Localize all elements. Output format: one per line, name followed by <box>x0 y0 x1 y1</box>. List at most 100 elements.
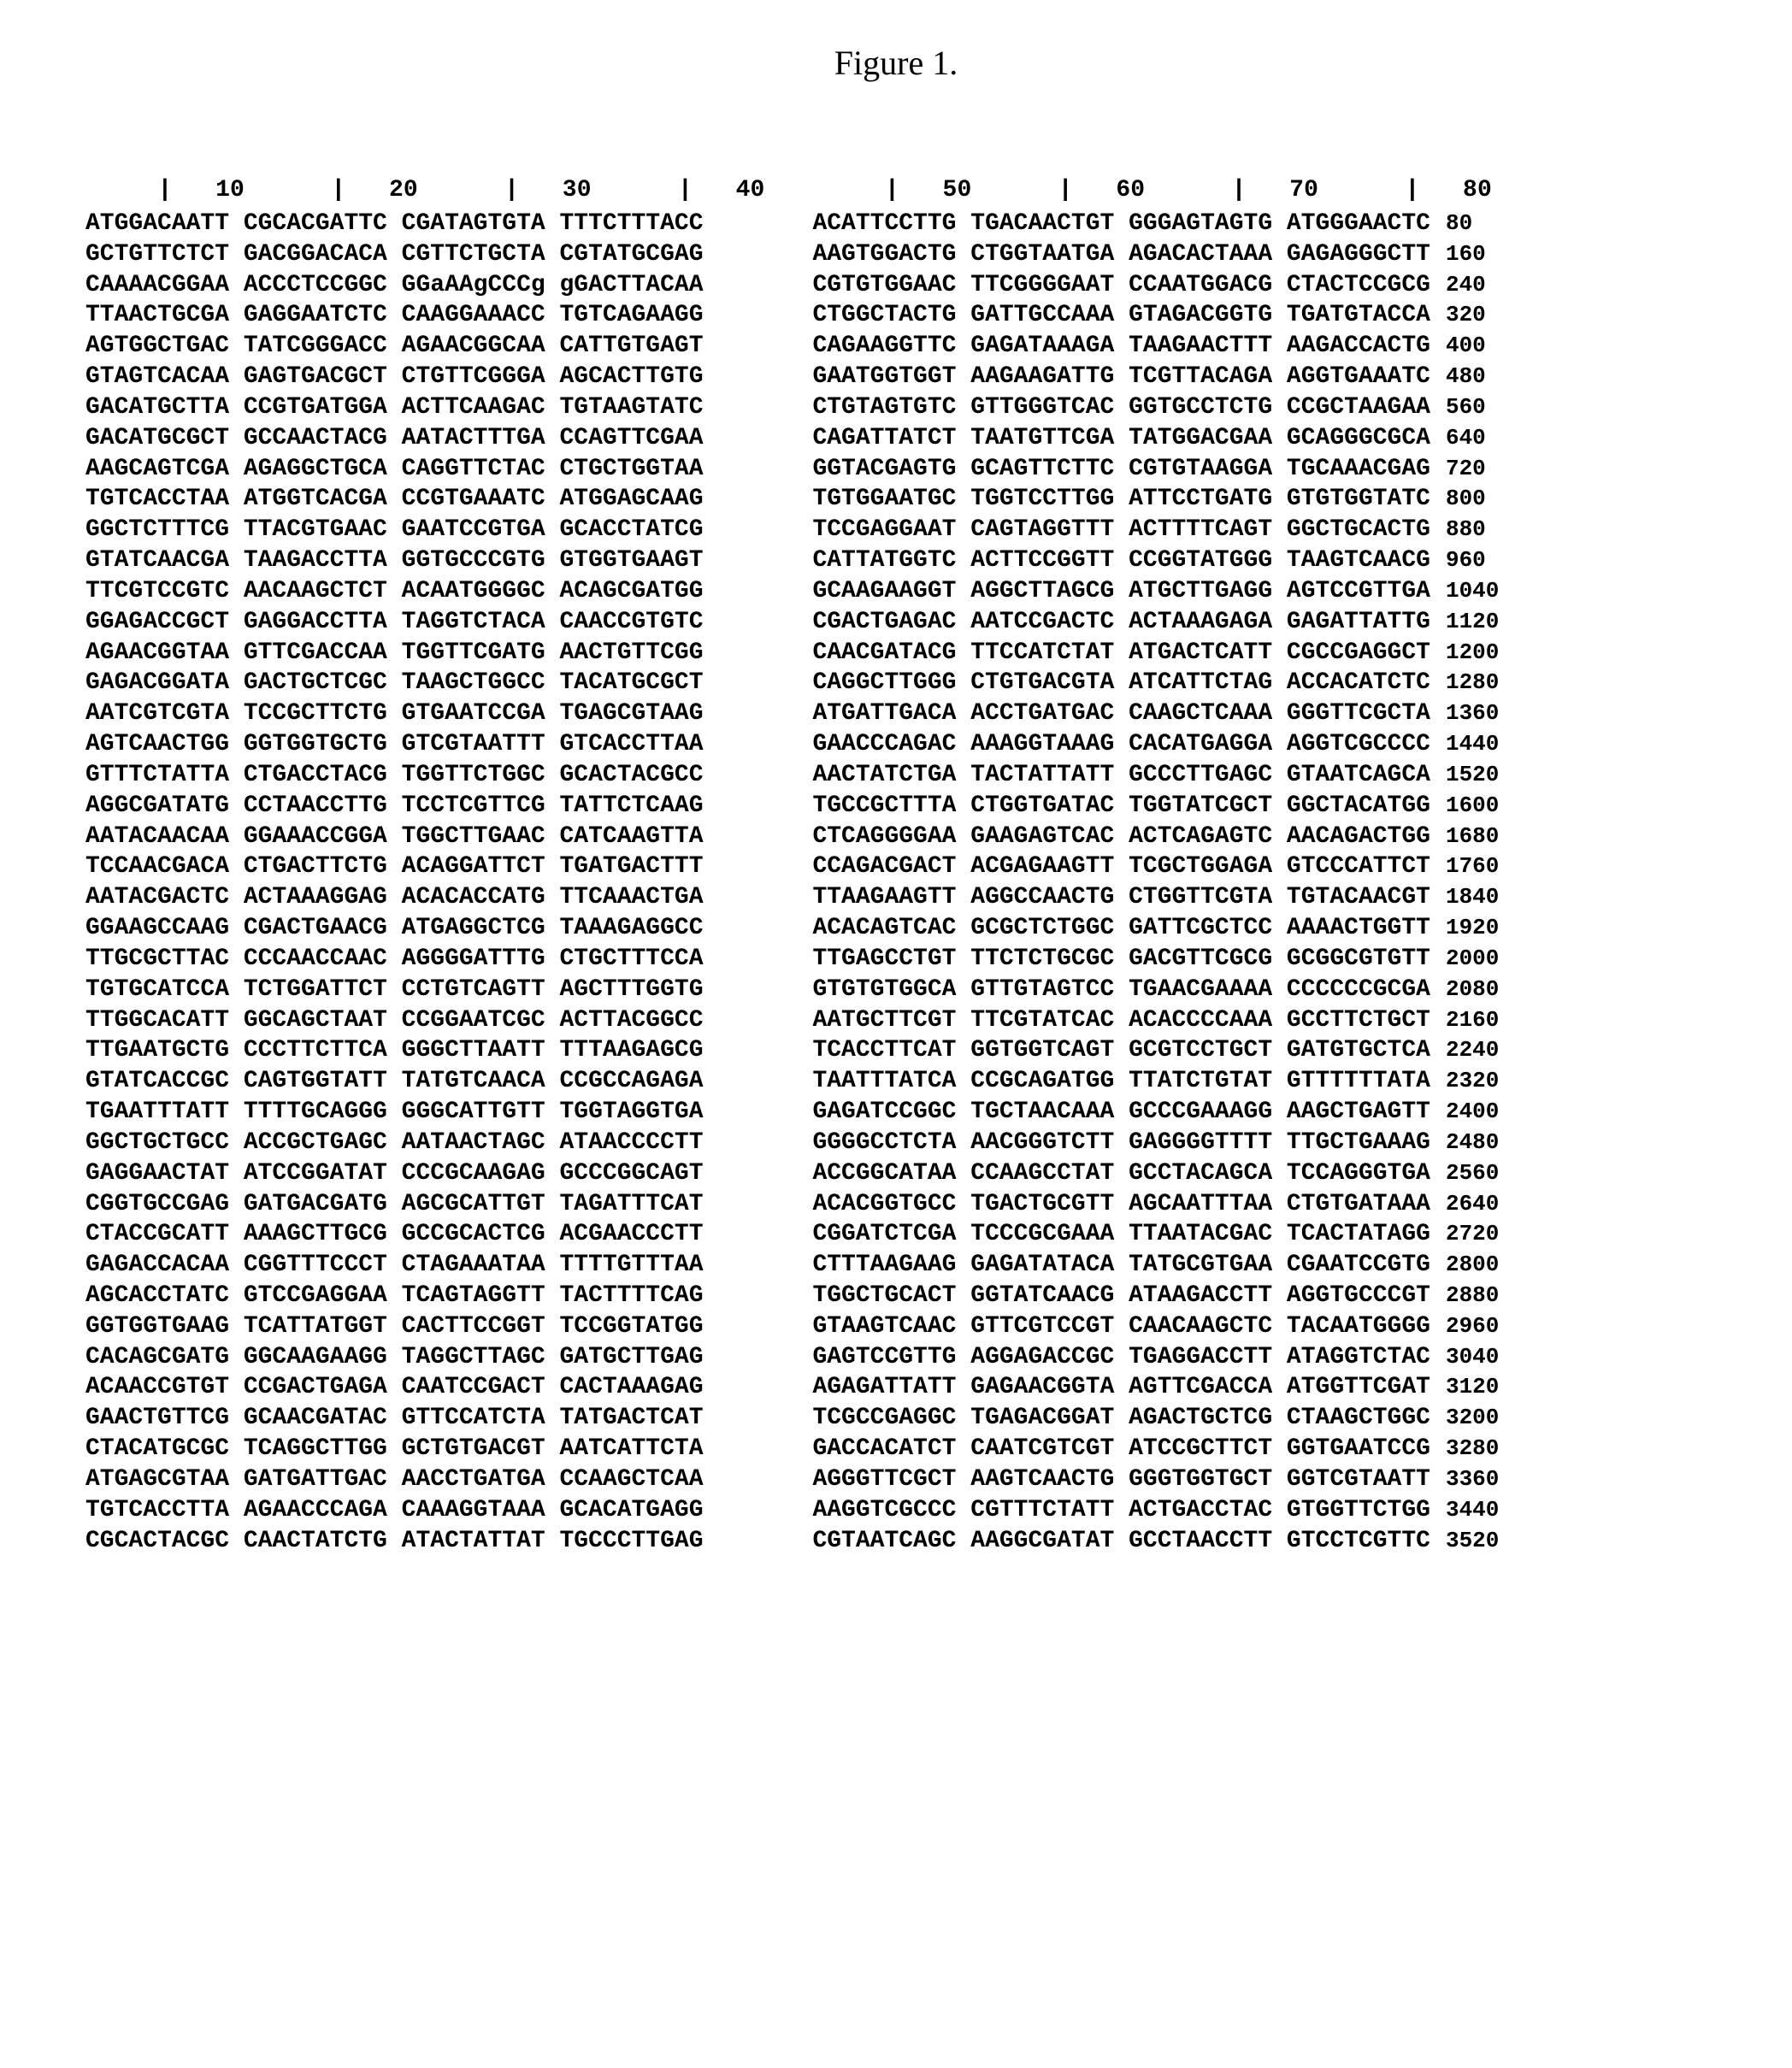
position-number: 2720 <box>1446 1220 1499 1248</box>
sequence-blocks: TTGGCACATT GGCAGCTAAT CCGGAATCGC ACTTACG… <box>85 1005 704 1036</box>
sequence-blocks: AGTCAACTGG GGTGGTGCTG GTCGTAATTT GTCACCT… <box>85 729 704 760</box>
sequence-blocks: GAGACGGATA GACTGCTCGC TAAGCTGGCC TACATGC… <box>85 668 704 698</box>
sequence-blocks: CTTTAAGAAG GAGATATACA TATGCGTGAA CGAATCC… <box>812 1250 1430 1281</box>
sequence-blocks: CGCACTACGC CAACTATCTG ATACTATTAT TGCCCTT… <box>85 1526 704 1557</box>
sequence-row-right: CTCAGGGGAA GAAGAGTCAC ACTCAGAGTC AACAGAC… <box>812 822 1499 852</box>
sequence-row-left: CGGTGCCGAG GATGACGATG AGCGCATTGT TAGATTT… <box>85 1189 764 1220</box>
sequence-blocks: CAAAACGGAA ACCCTCCGGC GGaAAgCCCg gGACTTA… <box>85 270 704 301</box>
sequence-row-left: AGCACCTATC GTCCGAGGAA TCAGTAGGTT TACTTTT… <box>85 1281 764 1311</box>
sequence-row-left: GTAGTCACAA GAGTGACGCT CTGTTCGGGA AGCACTT… <box>85 362 764 392</box>
sequence-row-left: CTACCGCATT AAAGCTTGCG GCCGCACTCG ACGAACC… <box>85 1219 764 1250</box>
sequence-row-right: TGGCTGCACT GGTATCAACG ATAAGACCTT AGGTGCC… <box>812 1281 1499 1311</box>
sequence-row-right: TCCGAGGAAT CAGTAGGTTT ACTTTTCAGT GGCTGCA… <box>812 515 1499 545</box>
position-number: 2000 <box>1446 945 1499 973</box>
sequence-blocks: TAATTTATCA CCGCAGATGG TTATCTGTAT GTTTTTT… <box>812 1066 1430 1097</box>
sequence-blocks: GAGACCACAA CGGTTTCCCT CTAGAAATAA TTTTGTT… <box>85 1250 704 1281</box>
sequence-blocks: AACTATCTGA TACTATTATT GCCCTTGAGC GTAATCA… <box>812 760 1430 791</box>
sequence-blocks: CGGTGCCGAG GATGACGATG AGCGCATTGT TAGATTT… <box>85 1189 704 1220</box>
sequence-blocks: GTTTCTATTA CTGACCTACG TGGTTCTGGC GCACTAC… <box>85 760 704 791</box>
sequence-row-left: GTATCACCGC CAGTGGTATT TATGTCAACA CCGCCAG… <box>85 1066 764 1097</box>
sequence-row-left: TGTCACCTAA ATGGTCACGA CCGTGAAATC ATGGAGC… <box>85 484 764 515</box>
position-number: 160 <box>1446 240 1486 268</box>
sequence-row-left: GAGGAACTAT ATCCGGATAT CCCGCAAGAG GCCCGGC… <box>85 1158 764 1189</box>
sequence-row-right: ACATTCCTTG TGACAACTGT GGGAGTAGTG ATGGGAA… <box>812 209 1499 239</box>
position-number: 3040 <box>1446 1343 1499 1371</box>
sequence-row-left: CACAGCGATG GGCAAGAAGG TAGGCTTAGC GATGCTT… <box>85 1342 764 1373</box>
sequence-row-right: GACCACATCT CAATCGTCGT ATCCGCTTCT GGTGAAT… <box>812 1434 1499 1464</box>
position-number: 2080 <box>1446 975 1499 1004</box>
sequence-row-right: CGTAATCAGC AAGGCGATAT GCCTAACCTT GTCCTCG… <box>812 1526 1499 1557</box>
sequence-row-right: ACACGGTGCC TGACTGCGTT AGCAATTTAA CTGTGAT… <box>812 1189 1499 1220</box>
position-number: 2400 <box>1446 1098 1499 1126</box>
sequence-blocks: GGCTCTTTCG TTACGTGAAC GAATCCGTGA GCACCTA… <box>85 515 704 545</box>
sequence-blocks: GAACTGTTCG GCAACGATAC GTTCCATCTA TATGACT… <box>85 1403 704 1434</box>
sequence-blocks: TCGCCGAGGC TGAGACGGAT AGACTGCTCG CTAAGCT… <box>812 1403 1430 1434</box>
position-number: 2960 <box>1446 1312 1499 1340</box>
position-number: 3200 <box>1446 1404 1499 1432</box>
sequence-row-right: TCGCCGAGGC TGAGACGGAT AGACTGCTCG CTAAGCT… <box>812 1403 1499 1434</box>
sequence-blocks: TGTGCATCCA TCTGGATTCT CCTGTCAGTT AGCTTTG… <box>85 975 704 1005</box>
sequence-row-left: CAAAACGGAA ACCCTCCGGC GGaAAgCCCg gGACTTA… <box>85 270 764 301</box>
sequence-row-left: AATCGTCGTA TCCGCTTCTG GTGAATCCGA TGAGCGT… <box>85 698 764 729</box>
sequence-row-left: TTCGTCCGTC AACAAGCTCT ACAATGGGGC ACAGCGA… <box>85 576 764 607</box>
sequence-blocks: GAGATCCGGC TGCTAACAAA GCCCGAAAGG AAGCTGA… <box>812 1097 1430 1128</box>
sequence-blocks: GGTACGAGTG GCAGTTCTTC CGTGTAAGGA TGCAAAC… <box>812 454 1430 485</box>
position-number: 720 <box>1446 455 1486 483</box>
sequence-blocks: TCCGAGGAAT CAGTAGGTTT ACTTTTCAGT GGCTGCA… <box>812 515 1430 545</box>
position-number: 2640 <box>1446 1190 1499 1218</box>
position-number: 1760 <box>1446 852 1499 881</box>
sequence-row-right: ATGATTGACA ACCTGATGAC CAAGCTCAAA GGGTTCG… <box>812 698 1499 729</box>
sequence-row-right: TGTGGAATGC TGGTCCTTGG ATTCCTGATG GTGTGGT… <box>812 484 1499 515</box>
sequence-blocks: GTAAGTCAAC GTTCGTCCGT CAACAAGCTC TACAATG… <box>812 1311 1430 1342</box>
position-number: 560 <box>1446 393 1486 421</box>
position-number: 1120 <box>1446 608 1499 636</box>
sequence-blocks: GACATGCGCT GCCAACTACG AATACTTTGA CCAGTTC… <box>85 423 704 454</box>
sequence-row-right: GGGGCCTCTA AACGGGTCTT GAGGGGTTTT TTGCTGA… <box>812 1128 1499 1158</box>
position-number: 800 <box>1446 485 1486 513</box>
sequence-blocks: AAGTGGACTG CTGGTAATGA AGACACTAAA GAGAGGG… <box>812 239 1430 270</box>
sequence-row-right: GAGTCCGTTG AGGAGACCGC TGAGGACCTT ATAGGTC… <box>812 1342 1499 1373</box>
sequence-row-left: GTATCAACGA TAAGACCTTA GGTGCCCGTG GTGGTGA… <box>85 545 764 576</box>
sequence-blocks: CTGTAGTGTC GTTGGGTCAC GGTGCCTCTG CCGCTAA… <box>812 392 1430 423</box>
sequence-row-right: AAGGTCGCCC CGTTTCTATT ACTGACCTAC GTGGTTC… <box>812 1495 1499 1526</box>
sequence-blocks: CACAGCGATG GGCAAGAAGG TAGGCTTAGC GATGCTT… <box>85 1342 704 1373</box>
position-number: 960 <box>1446 546 1486 574</box>
sequence-row-left: GAACTGTTCG GCAACGATAC GTTCCATCTA TATGACT… <box>85 1403 764 1434</box>
position-number: 480 <box>1446 362 1486 391</box>
sequence-row-right: CATTATGGTC ACTTCCGGTT CCGGTATGGG TAAGTCA… <box>812 545 1499 576</box>
sequence-blocks: CCAGACGACT ACGAGAAGTT TCGCTGGAGA GTCCCAT… <box>812 851 1430 882</box>
sequence-row-right: TTGAGCCTGT TTCTCTGCGC GACGTTCGCG GCGGCGT… <box>812 944 1499 975</box>
sequence-row-right: AGGGTTCGCT AAGTCAACTG GGGTGGTGCT GGTCGTA… <box>812 1464 1499 1495</box>
position-number: 1520 <box>1446 761 1499 789</box>
sequence-blocks: AATCGTCGTA TCCGCTTCTG GTGAATCCGA TGAGCGT… <box>85 698 704 729</box>
sequence-blocks: ACATTCCTTG TGACAACTGT GGGAGTAGTG ATGGGAA… <box>812 209 1430 239</box>
sequence-row-left: TCCAACGACA CTGACTTCTG ACAGGATTCT TGATGAC… <box>85 851 764 882</box>
sequence-blocks: GACCACATCT CAATCGTCGT ATCCGCTTCT GGTGAAT… <box>812 1434 1430 1464</box>
position-number: 2560 <box>1446 1159 1499 1187</box>
sequence-row-right: AAGTGGACTG CTGGTAATGA AGACACTAAA GAGAGGG… <box>812 239 1499 270</box>
sequence-row-right: CTGGCTACTG GATTGCCAAA GTAGACGGTG TGATGTA… <box>812 300 1499 331</box>
sequence-row-right: CAGAAGGTTC GAGATAAAGA TAAGAACTTT AAGACCA… <box>812 331 1499 362</box>
position-number: 2240 <box>1446 1036 1499 1064</box>
sequence-row-left: GGAAGCCAAG CGACTGAACG ATGAGGCTCG TAAAGAG… <box>85 913 764 944</box>
sequence-row-right: CGGATCTCGA TCCCGCGAAA TTAATACGAC TCACTAT… <box>812 1219 1499 1250</box>
sequence-row-right: CTTTAAGAAG GAGATATACA TATGCGTGAA CGAATCC… <box>812 1250 1499 1281</box>
sequence-row-left: ATGGACAATT CGCACGATTC CGATAGTGTA TTTCTTT… <box>85 209 764 239</box>
sequence-blocks: GAATGGTGGT AAGAAGATTG TCGTTACAGA AGGTGAA… <box>812 362 1430 392</box>
position-number: 2880 <box>1446 1281 1499 1310</box>
position-number: 640 <box>1446 424 1486 452</box>
sequence-row-right: AGAGATTATT GAGAACGGTA AGTTCGACCA ATGGTTC… <box>812 1372 1499 1403</box>
sequence-row-right: TGCCGCTTTA CTGGTGATAC TGGTATCGCT GGCTACA… <box>812 791 1499 822</box>
sequence-blocks: AGCACCTATC GTCCGAGGAA TCAGTAGGTT TACTTTT… <box>85 1281 704 1311</box>
sequence-row-right: GTGTGTGGCA GTTGTAGTCC TGAACGAAAA CCCCCCG… <box>812 975 1499 1005</box>
sequence-row-right: CTGTAGTGTC GTTGGGTCAC GGTGCCTCTG CCGCTAA… <box>812 392 1499 423</box>
position-number: 2800 <box>1446 1251 1499 1279</box>
sequence-row-left: AGGCGATATG CCTAACCTTG TCCTCGTTCG TATTCTC… <box>85 791 764 822</box>
sequence-row-right: TCACCTTCAT GGTGGTCAGT GCGTCCTGCT GATGTGC… <box>812 1035 1499 1066</box>
sequence-row-left: TGTGCATCCA TCTGGATTCT CCTGTCAGTT AGCTTTG… <box>85 975 764 1005</box>
position-number: 3280 <box>1446 1435 1499 1463</box>
sequence-blocks: AGGCGATATG CCTAACCTTG TCCTCGTTCG TATTCTC… <box>85 791 704 822</box>
sequence-row-left: TGTCACCTTA AGAACCCAGA CAAAGGTAAA GCACATG… <box>85 1495 764 1526</box>
sequence-blocks: GAGGAACTAT ATCCGGATAT CCCGCAAGAG GCCCGGC… <box>85 1158 704 1189</box>
sequence-blocks: GGCTGCTGCC ACCGCTGAGC AATAACTAGC ATAACCC… <box>85 1128 704 1158</box>
